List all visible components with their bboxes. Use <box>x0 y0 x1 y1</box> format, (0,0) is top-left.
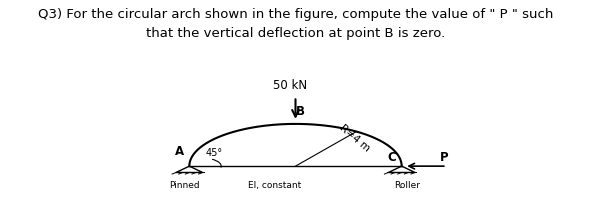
Text: Pinned: Pinned <box>168 181 199 190</box>
Text: EI, constant: EI, constant <box>248 181 301 190</box>
Text: C: C <box>388 151 397 164</box>
Text: B: B <box>296 105 306 117</box>
Text: A: A <box>175 145 184 158</box>
Text: Roller: Roller <box>394 181 420 190</box>
Text: 45°: 45° <box>205 148 222 158</box>
Text: P: P <box>440 151 449 164</box>
Text: R=4 m: R=4 m <box>338 123 372 154</box>
Text: that the vertical deflection at point B is zero.: that the vertical deflection at point B … <box>146 27 445 40</box>
Text: Q3) For the circular arch shown in the figure, compute the value of " P " such: Q3) For the circular arch shown in the f… <box>38 8 553 21</box>
Text: 50 kN: 50 kN <box>273 79 307 92</box>
